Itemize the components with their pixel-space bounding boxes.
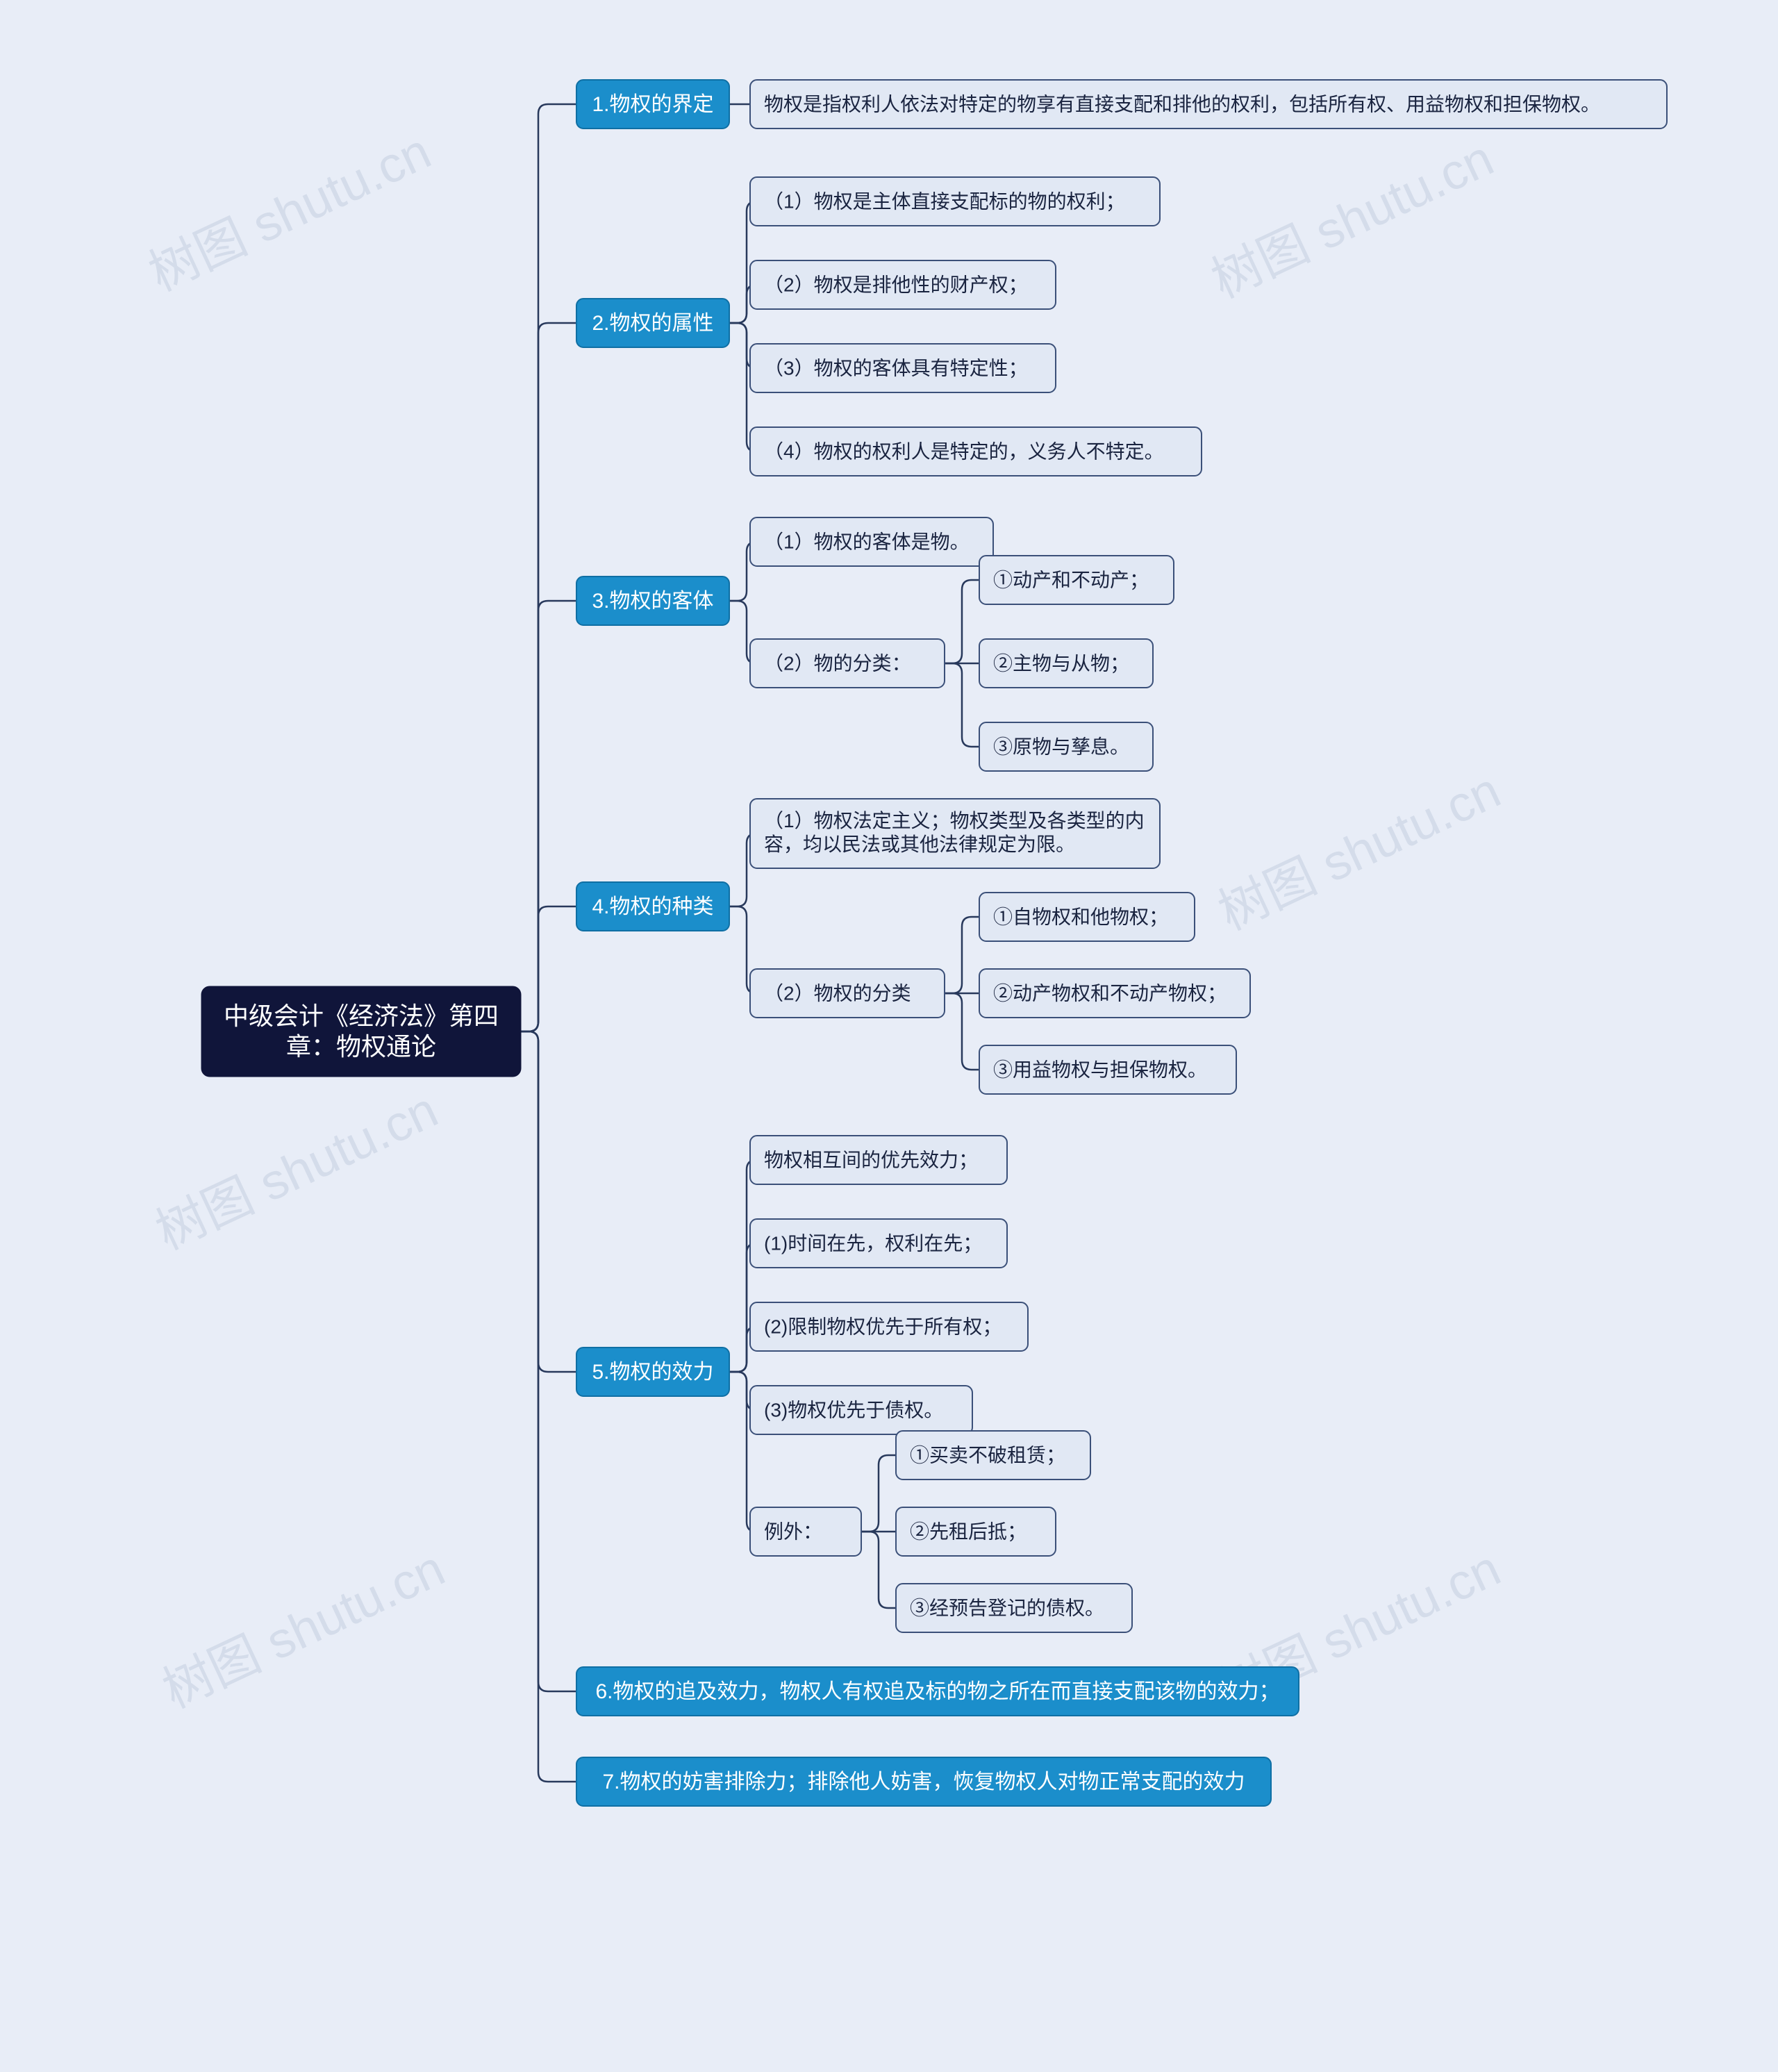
node-label: （1）物权是主体直接支配标的物的权利； [764, 190, 1125, 212]
connector [861, 1455, 896, 1532]
node-label: ①自物权和他物权； [993, 906, 1168, 927]
leaf-node[interactable]: （3）物权的客体具有特定性； [750, 344, 1056, 392]
connector [521, 104, 576, 1031]
leaf-node[interactable]: （4）物权的权利人是特定的，义务人不特定。 [750, 427, 1202, 476]
leaf-node[interactable]: ①买卖不破租赁； [896, 1431, 1090, 1480]
node-label: 2.物权的属性 [592, 312, 713, 335]
root-node[interactable]: 中级会计《经济法》第四章：物权通论 [201, 986, 521, 1077]
l1-node[interactable]: 2.物权的属性 [576, 299, 729, 347]
node-label: （2）物权是排他性的财产权； [764, 274, 1028, 295]
leaf-node[interactable]: ②主物与从物； [979, 639, 1153, 688]
l1-node[interactable]: 5.物权的效力 [576, 1348, 729, 1396]
node-label: ③经预告登记的债权。 [910, 1597, 1104, 1618]
leaf-node[interactable]: （2）物的分类： [750, 639, 945, 688]
node-label: ②先租后抵； [910, 1520, 1027, 1542]
watermark-text: 树图 shutu.cn [1204, 131, 1502, 309]
leaf-node[interactable]: ①自物权和他物权； [979, 893, 1195, 941]
node-label: (2)限制物权优先于所有权； [764, 1316, 1002, 1337]
node-label: (3)物权优先于债权。 [764, 1399, 943, 1420]
l1-node[interactable]: 4.物权的种类 [576, 882, 729, 931]
leaf-node[interactable]: (3)物权优先于债权。 [750, 1386, 972, 1434]
leaf-node[interactable]: ②先租后抵； [896, 1507, 1056, 1556]
connector [945, 580, 979, 663]
node-label: 7.物权的妨害排除力；排除他人妨害，恢复物权人对物正常支配的效力 [602, 1771, 1245, 1793]
node-label: (1)时间在先，权利在先； [764, 1232, 982, 1254]
watermark-text: 树图 shutu.cn [1211, 763, 1509, 941]
leaf-node[interactable]: ①动产和不动产； [979, 556, 1174, 604]
node-label: （4）物权的权利人是特定的，义务人不特定。 [764, 440, 1164, 462]
node-label: ①动产和不动产； [993, 569, 1149, 590]
node-label: ③原物与孳息。 [993, 736, 1129, 757]
watermark-text: 树图 shutu.cn [141, 124, 439, 302]
leaf-node[interactable]: （2）物权是排他性的财产权； [750, 260, 1056, 309]
connector [521, 1031, 576, 1372]
connector [521, 323, 576, 1031]
connector [861, 1532, 896, 1608]
leaf-node[interactable]: （1）物权的客体是物。 [750, 517, 993, 566]
leaf-node[interactable]: 例外： [750, 1507, 861, 1556]
leaf-node[interactable]: ③用益物权与担保物权。 [979, 1045, 1236, 1094]
connector [945, 917, 979, 993]
watermark-text: 树图 shutu.cn [155, 1541, 453, 1719]
connector [521, 1031, 576, 1782]
node-label: 5.物权的效力 [592, 1361, 713, 1384]
connector [521, 601, 576, 1031]
watermark-text: 树图 shutu.cn [148, 1082, 446, 1261]
leaf-node[interactable]: 物权是指权利人依法对特定的物享有直接支配和排他的权利，包括所有权、用益物权和担保… [750, 80, 1667, 129]
connector [945, 663, 979, 747]
node-label: （3）物权的客体具有特定性； [764, 357, 1028, 379]
leaf-node[interactable]: ②动产物权和不动产物权； [979, 969, 1250, 1018]
l1-node[interactable]: 7.物权的妨害排除力；排除他人妨害，恢复物权人对物正常支配的效力 [576, 1757, 1271, 1806]
leaf-node[interactable]: （2）物权的分类 [750, 969, 945, 1018]
node-label: （2）物权的分类 [764, 982, 911, 1004]
l1-node[interactable]: 6.物权的追及效力，物权人有权追及标的物之所在而直接支配该物的效力； [576, 1667, 1299, 1716]
connector [521, 906, 576, 1031]
leaf-node[interactable]: ③经预告登记的债权。 [896, 1584, 1132, 1632]
leaf-node[interactable]: ③原物与孳息。 [979, 722, 1153, 771]
l1-node[interactable]: 1.物权的界定 [576, 80, 729, 129]
node-label: （1）物权的客体是物。 [764, 531, 970, 552]
node-label: 例外： [764, 1520, 822, 1542]
mindmap-canvas: 树图 shutu.cn 树图 shutu.cn 树图 shutu.cn 树图 shut… [0, 0, 1778, 2072]
node-label: 3.物权的客体 [592, 590, 713, 613]
leaf-node[interactable]: (1)时间在先，权利在先； [750, 1219, 1007, 1268]
leaf-node[interactable]: (2)限制物权优先于所有权； [750, 1302, 1028, 1351]
node-label: ①买卖不破租赁； [910, 1444, 1065, 1466]
node-label: ②动产物权和不动产物权； [993, 982, 1227, 1004]
connector [945, 993, 979, 1070]
connector [521, 1031, 576, 1691]
node-label: 物权相互间的优先效力； [764, 1149, 978, 1170]
node-label: ③用益物权与担保物权。 [993, 1059, 1207, 1080]
leaf-node[interactable]: （1）物权法定主义；物权类型及各类型的内容，均以民法或其他法律规定为限。 [750, 799, 1160, 868]
node-label: 物权是指权利人依法对特定的物享有直接支配和排他的权利，包括所有权、用益物权和担保… [764, 93, 1600, 115]
l1-node[interactable]: 3.物权的客体 [576, 577, 729, 625]
leaf-node[interactable]: （1）物权是主体直接支配标的物的权利； [750, 177, 1160, 226]
node-label: 1.物权的界定 [592, 93, 713, 116]
leaf-node[interactable]: 物权相互间的优先效力； [750, 1136, 1007, 1184]
node-label: ②主物与从物； [993, 652, 1129, 674]
node-label: 4.物权的种类 [592, 895, 713, 918]
node-label: 6.物权的追及效力，物权人有权追及标的物之所在而直接支配该物的效力； [595, 1680, 1279, 1703]
node-label: （2）物的分类： [764, 652, 911, 674]
